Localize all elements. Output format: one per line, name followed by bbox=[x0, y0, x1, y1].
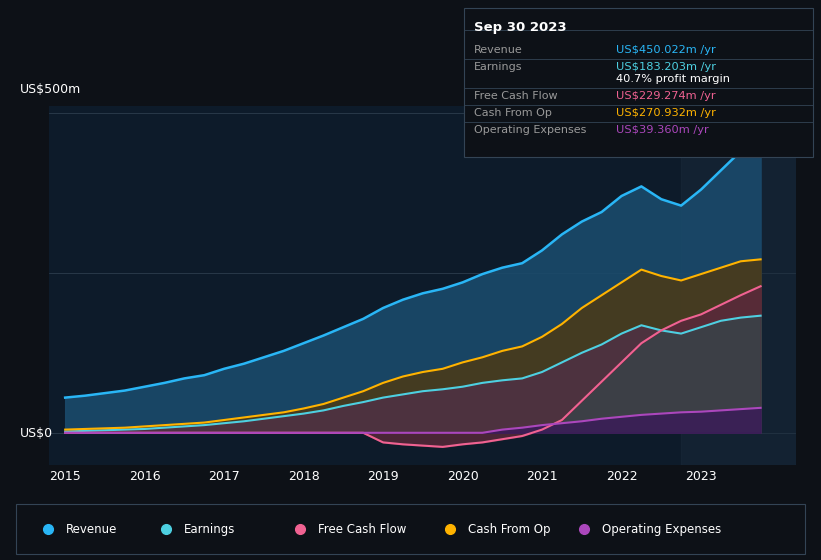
Text: Cash From Op: Cash From Op bbox=[468, 522, 550, 536]
Text: Operating Expenses: Operating Expenses bbox=[602, 522, 721, 536]
Text: Sep 30 2023: Sep 30 2023 bbox=[474, 21, 566, 34]
Text: Earnings: Earnings bbox=[184, 522, 236, 536]
Text: Free Cash Flow: Free Cash Flow bbox=[319, 522, 406, 536]
Text: US$270.932m /yr: US$270.932m /yr bbox=[616, 108, 716, 118]
Text: US$39.360m /yr: US$39.360m /yr bbox=[616, 125, 709, 135]
Text: US$450.022m /yr: US$450.022m /yr bbox=[616, 45, 715, 55]
Text: US$500m: US$500m bbox=[20, 83, 80, 96]
Text: US$183.203m /yr: US$183.203m /yr bbox=[616, 62, 716, 72]
Bar bbox=[681, 106, 796, 465]
Text: US$0: US$0 bbox=[20, 427, 53, 440]
Text: 40.7% profit margin: 40.7% profit margin bbox=[616, 74, 730, 85]
Text: Revenue: Revenue bbox=[66, 522, 117, 536]
Text: Earnings: Earnings bbox=[474, 62, 522, 72]
Text: US$229.274m /yr: US$229.274m /yr bbox=[616, 91, 715, 101]
Text: Operating Expenses: Operating Expenses bbox=[474, 125, 586, 135]
Text: Revenue: Revenue bbox=[474, 45, 522, 55]
Text: Free Cash Flow: Free Cash Flow bbox=[474, 91, 557, 101]
Text: Cash From Op: Cash From Op bbox=[474, 108, 552, 118]
